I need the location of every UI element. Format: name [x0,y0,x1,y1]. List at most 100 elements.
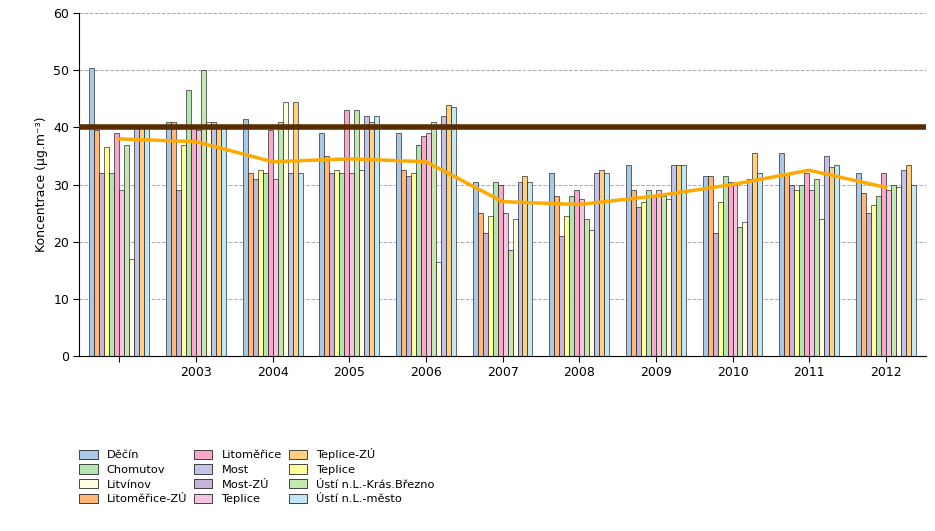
Y-axis label: Koncentrace (µg.m⁻³): Koncentrace (µg.m⁻³) [35,117,48,252]
Bar [604,173,609,356]
Bar [779,153,784,356]
Bar [273,179,278,356]
Bar [870,204,876,356]
Bar [105,148,109,356]
Bar [666,199,670,356]
Bar [512,219,517,356]
Bar [646,190,651,356]
Bar [876,196,881,356]
Bar [911,185,915,356]
Bar [436,262,441,356]
Bar [186,90,191,356]
Bar [824,156,829,356]
Bar [891,185,896,356]
Bar [181,144,186,356]
Bar [114,133,120,356]
Bar [829,167,834,356]
Bar [738,227,742,356]
Bar [196,130,201,356]
Bar [794,190,799,356]
Bar [451,107,455,356]
Bar [661,196,666,356]
Bar [670,165,676,356]
Bar [717,202,723,356]
Bar [550,173,554,356]
Bar [517,182,523,356]
Bar [354,110,359,356]
Bar [201,71,206,356]
Bar [742,221,747,356]
Bar [631,190,636,356]
Bar [248,173,252,356]
Bar [569,196,574,356]
Bar [94,130,99,356]
Bar [732,185,738,356]
Bar [335,170,339,356]
Bar [636,208,640,356]
Bar [723,176,727,356]
Bar [708,176,712,356]
Bar [626,165,631,356]
Bar [401,170,406,356]
Bar [120,190,124,356]
Bar [90,67,94,356]
Bar [896,187,900,356]
Bar [99,173,105,356]
Bar [252,179,258,356]
Bar [324,156,329,356]
Bar [488,216,493,356]
Bar [426,133,431,356]
Bar [282,102,288,356]
Bar [861,193,866,356]
Bar [814,179,819,356]
Bar [579,199,584,356]
Bar [329,173,335,356]
Bar [753,153,757,356]
Bar [406,176,411,356]
Bar [166,122,171,356]
Bar [267,130,273,356]
Bar [497,185,503,356]
Bar [211,122,216,356]
Bar [124,144,129,356]
Bar [263,173,267,356]
Bar [365,116,369,356]
Bar [747,179,753,356]
Bar [885,190,891,356]
Bar [784,173,789,356]
Bar [900,170,906,356]
Bar [594,173,599,356]
Bar [109,173,114,356]
Bar [559,236,564,356]
Bar [258,170,263,356]
Bar [478,213,482,356]
Bar [523,176,527,356]
Bar [712,233,717,356]
Bar [421,136,426,356]
Bar [834,165,839,356]
Bar [441,116,446,356]
Bar [881,173,885,356]
Bar [503,213,508,356]
Bar [243,119,248,356]
Bar [564,216,569,356]
Bar [655,190,661,356]
Bar [293,102,297,356]
Bar [288,173,293,356]
Bar [176,190,181,356]
Bar [446,105,451,356]
Bar [640,202,646,356]
Bar [789,185,794,356]
Bar [554,196,559,356]
Bar [702,176,708,356]
Bar [856,173,861,356]
Bar [508,250,512,356]
Bar [584,219,589,356]
Bar [676,165,681,356]
Bar [799,185,804,356]
Bar [809,190,814,356]
Bar [339,173,344,356]
Bar [344,110,350,356]
Bar [278,122,282,356]
Bar [216,125,221,356]
